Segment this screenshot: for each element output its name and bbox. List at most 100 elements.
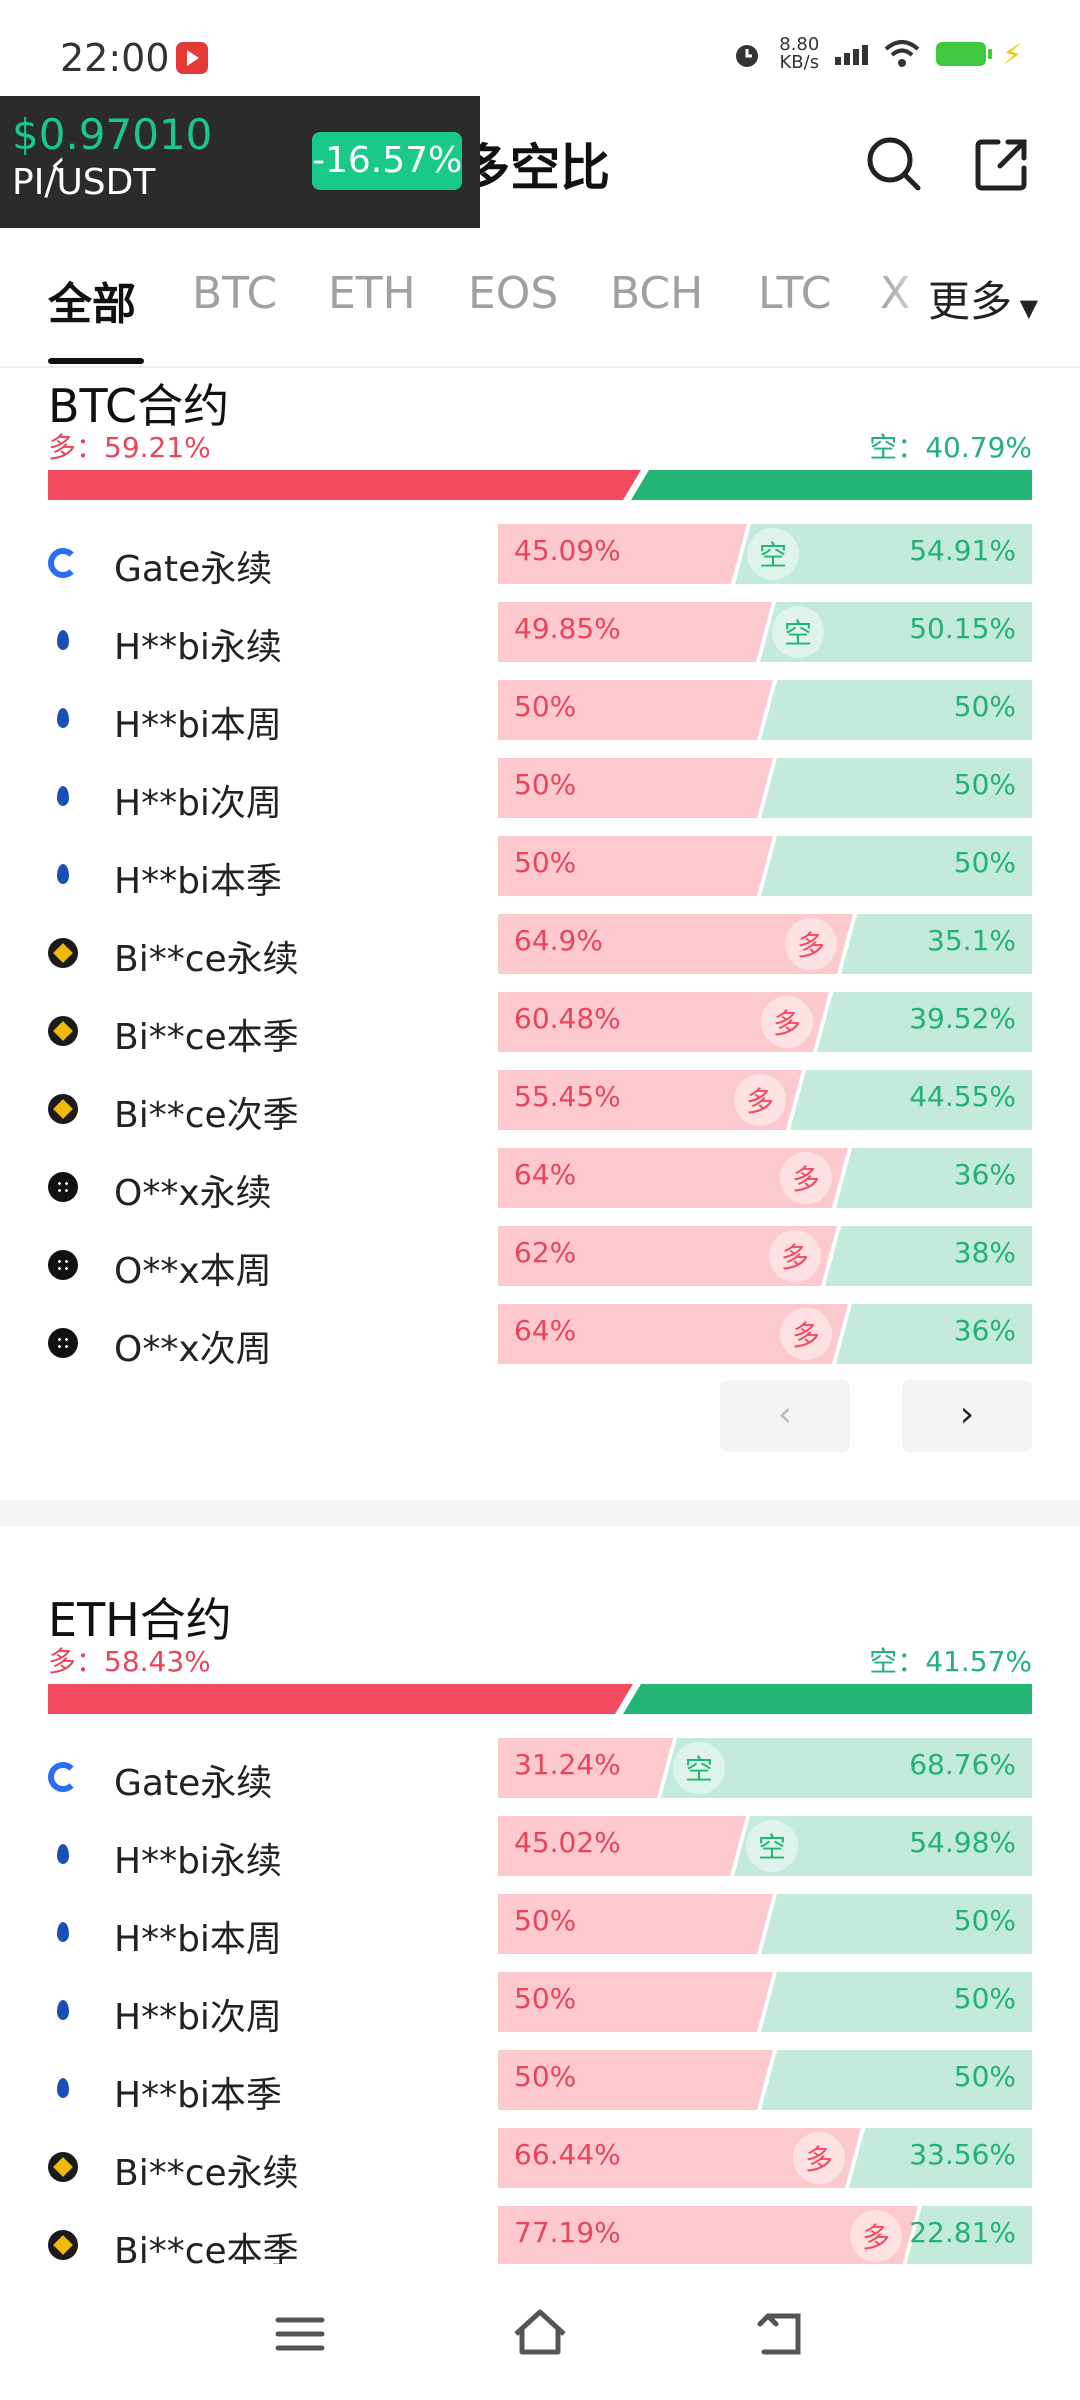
ratio-bar bbox=[498, 1070, 1032, 1130]
short-segment bbox=[849, 2128, 1032, 2188]
short-segment bbox=[760, 602, 1032, 662]
ratio-bar bbox=[498, 2128, 1032, 2188]
short-segment bbox=[817, 992, 1032, 1052]
more-tabs-button[interactable]: 更多 ▼ bbox=[928, 277, 1039, 326]
home-icon[interactable] bbox=[510, 2304, 570, 2364]
exchange-name: O**x次周 bbox=[114, 1329, 272, 1370]
dominant-badge-bg bbox=[746, 1820, 798, 1872]
long-percent: 50% bbox=[514, 846, 577, 879]
long-percent: 66.44% bbox=[514, 2138, 621, 2171]
long-percent: 64% bbox=[514, 1158, 577, 1191]
short-segment bbox=[841, 914, 1032, 974]
long-percent: 45.09% bbox=[514, 534, 621, 567]
dominant-side-tag: 空 bbox=[759, 539, 788, 572]
dominant-side-tag: 多 bbox=[792, 1163, 821, 1196]
ratio-bar bbox=[498, 602, 1032, 662]
short-percent: 50% bbox=[953, 768, 1016, 801]
overall-ratio-bar bbox=[48, 470, 1032, 500]
dominant-badge-bg bbox=[780, 1308, 832, 1360]
section-title: ETH合约 bbox=[48, 1593, 232, 1647]
ratio-bar bbox=[498, 1226, 1032, 1286]
ratio-bar bbox=[498, 1148, 1032, 1208]
dominant-side-tag: 多 bbox=[773, 1007, 802, 1040]
exchange-name: H**bi本季 bbox=[114, 2075, 282, 2116]
battery-icon bbox=[936, 42, 993, 66]
back-icon[interactable] bbox=[750, 2304, 810, 2364]
tab-all[interactable]: 全部 bbox=[48, 279, 136, 330]
short-percent: 36% bbox=[953, 1314, 1016, 1347]
long-percent: 62% bbox=[514, 1236, 577, 1269]
alarm-icon bbox=[736, 45, 759, 67]
short-total-segment bbox=[631, 470, 1032, 500]
long-total-segment bbox=[48, 1684, 633, 1714]
long-segment bbox=[498, 1972, 773, 2032]
share-icon[interactable] bbox=[970, 132, 1034, 196]
dominant-side-tag: 多 bbox=[805, 2143, 834, 2176]
price-ticker-overlay[interactable]: ‹ $0.97010 PI/USDT -16.57% bbox=[0, 96, 480, 228]
long-total-segment bbox=[48, 470, 641, 500]
exchange-name: H**bi永续 bbox=[114, 627, 282, 668]
short-total-segment bbox=[623, 1684, 1032, 1714]
short-percent: 68.76% bbox=[909, 1748, 1016, 1781]
next-page-button[interactable]: › bbox=[902, 1380, 1032, 1452]
exchange-row: Bi**ce次季 55.45% 44.55% 多 bbox=[0, 1066, 1080, 1144]
ticker-price: $0.97010 bbox=[12, 110, 213, 159]
search-icon[interactable] bbox=[862, 132, 926, 196]
tab-eth[interactable]: ETH bbox=[328, 268, 416, 319]
dominant-badge-bg bbox=[780, 1152, 832, 1204]
short-percent: 22.81% bbox=[909, 2216, 1016, 2249]
ticker-change-badge: -16.57% bbox=[312, 132, 462, 190]
long-segment bbox=[498, 602, 772, 662]
tab-active-indicator bbox=[48, 358, 144, 364]
ratio-bar bbox=[498, 524, 1032, 584]
short-segment bbox=[906, 2206, 1032, 2266]
long-segment bbox=[498, 914, 853, 974]
huobi-logo-icon bbox=[48, 1918, 78, 1948]
long-percent: 77.19% bbox=[514, 2216, 621, 2249]
exchange-name: Bi**ce永续 bbox=[114, 2153, 299, 2194]
menu-icon[interactable] bbox=[270, 2304, 330, 2364]
short-percent: 50.15% bbox=[909, 612, 1016, 645]
exchange-name: H**bi本周 bbox=[114, 705, 282, 746]
status-time: 22:00 bbox=[60, 36, 170, 80]
exchange-name: Bi**ce次季 bbox=[114, 1095, 299, 1136]
long-segment bbox=[498, 2128, 861, 2188]
long-segment bbox=[498, 2206, 918, 2266]
page-title: 多空比 bbox=[460, 139, 610, 197]
section-title: BTC合约 bbox=[48, 379, 230, 433]
short-segment bbox=[661, 1738, 1032, 1798]
dominant-side-tag: 空 bbox=[685, 1753, 714, 1786]
long-segment bbox=[498, 1304, 848, 1364]
ratio-bar bbox=[498, 2206, 1032, 2266]
signal-icon bbox=[835, 43, 869, 65]
long-ratio: 多：59.21% bbox=[48, 431, 211, 464]
exchange-row: H**bi次周 50% 50% bbox=[0, 1968, 1080, 2046]
dominant-side-tag: 多 bbox=[746, 1085, 775, 1118]
tab-bch[interactable]: BCH bbox=[610, 268, 704, 319]
tab-btc[interactable]: BTC bbox=[192, 268, 278, 319]
system-nav-bar bbox=[0, 2264, 1080, 2400]
long-segment bbox=[498, 1070, 802, 1130]
long-segment bbox=[498, 1738, 673, 1798]
dominant-badge-bg bbox=[793, 2132, 845, 2184]
exchange-name: H**bi永续 bbox=[114, 1841, 282, 1882]
previous-page-button[interactable]: ‹ bbox=[720, 1380, 850, 1452]
long-percent: 55.45% bbox=[514, 1080, 621, 1113]
exchange-row: H**bi本周 50% 50% bbox=[0, 676, 1080, 754]
back-arrow-icon[interactable]: ‹ bbox=[50, 142, 66, 188]
ratio-bar bbox=[498, 992, 1032, 1052]
exchange-row: O**x永续 64% 36% 多 bbox=[0, 1144, 1080, 1222]
chevron-left-icon: ‹ bbox=[777, 1394, 793, 1435]
exchange-row: H**bi本季 50% 50% bbox=[0, 2046, 1080, 2124]
status-icons: 8.80 KB/s ⚡ bbox=[731, 36, 1022, 72]
section-divider bbox=[0, 1500, 1080, 1526]
overall-ratio-bar bbox=[48, 1684, 1032, 1714]
huobi-logo-icon bbox=[48, 1996, 78, 2026]
tab-eos[interactable]: EOS bbox=[468, 268, 559, 319]
short-segment bbox=[761, 836, 1032, 896]
exchange-row: Bi**ce永续 64.9% 35.1% 多 bbox=[0, 910, 1080, 988]
long-percent: 49.85% bbox=[514, 612, 621, 645]
exchange-name: O**x本周 bbox=[114, 1251, 272, 1292]
network-speed: 8.80 KB/s bbox=[779, 34, 820, 73]
tab-ltc[interactable]: LTC bbox=[758, 268, 832, 319]
